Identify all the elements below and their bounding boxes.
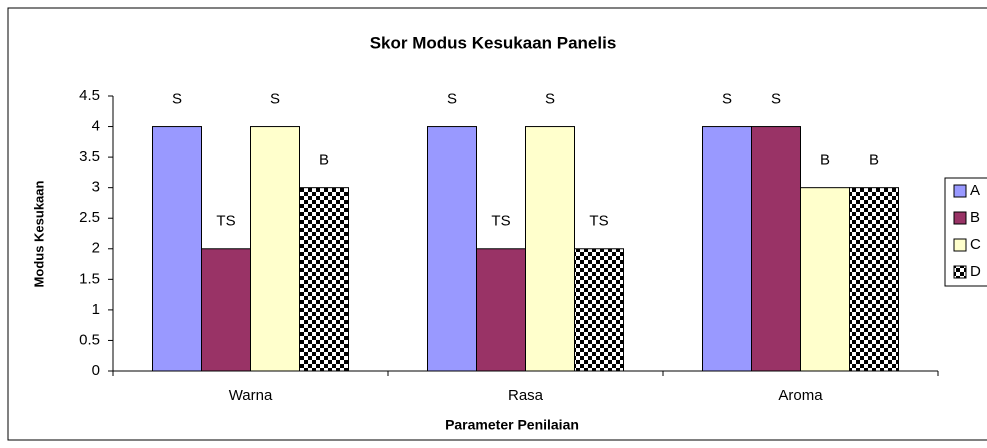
- chart-title: Skor Modus Kesukaan Panelis: [370, 33, 617, 52]
- bar: [751, 126, 801, 372]
- bar: [525, 126, 575, 372]
- y-axis-label: Modus Kesukaan: [31, 180, 46, 287]
- bar: [152, 126, 202, 372]
- value-label: S: [771, 91, 781, 108]
- bar: [849, 187, 899, 372]
- bar: [201, 248, 251, 372]
- legend-swatch: [953, 211, 967, 225]
- legend-swatch: [953, 265, 967, 279]
- y-tick-label: 0.5: [79, 331, 100, 348]
- legend-swatch: [953, 238, 967, 252]
- y-tick-label: 2.5: [79, 209, 100, 226]
- value-label: TS: [216, 213, 235, 230]
- y-tick-label: 3.5: [79, 148, 100, 165]
- value-label: TS: [491, 213, 510, 230]
- y-tick-label: 4: [92, 118, 100, 135]
- x-tick-label: Aroma: [778, 387, 823, 404]
- bar: [299, 187, 349, 372]
- value-label: TS: [589, 213, 608, 230]
- y-tick-label: 1.5: [79, 270, 100, 287]
- legend-label: D: [970, 263, 981, 280]
- value-label: S: [545, 91, 555, 108]
- x-tick-label: Warna: [229, 387, 273, 404]
- value-label: B: [319, 152, 329, 169]
- bar: [250, 126, 300, 372]
- legend-label: C: [970, 236, 981, 253]
- value-label: S: [447, 91, 457, 108]
- bar: [702, 126, 752, 372]
- bar: [476, 248, 526, 372]
- y-tick-label: 3: [92, 179, 100, 196]
- bar: [427, 126, 477, 372]
- bar: [800, 187, 850, 372]
- y-tick-label: 1: [92, 301, 100, 318]
- legend-label: B: [970, 209, 980, 226]
- y-tick-label: 2: [92, 240, 100, 257]
- value-label: B: [820, 152, 830, 169]
- x-axis-label: Parameter Penilaian: [445, 417, 579, 433]
- legend-swatch: [953, 184, 967, 198]
- y-tick-label: 4.5: [79, 87, 100, 104]
- value-label: S: [270, 91, 280, 108]
- x-tick-label: Rasa: [508, 387, 544, 404]
- value-label: S: [172, 91, 182, 108]
- value-label: S: [722, 91, 732, 108]
- bar: [574, 248, 624, 372]
- legend-label: A: [970, 182, 980, 199]
- y-tick-label: 0: [92, 362, 100, 379]
- value-label: B: [869, 152, 879, 169]
